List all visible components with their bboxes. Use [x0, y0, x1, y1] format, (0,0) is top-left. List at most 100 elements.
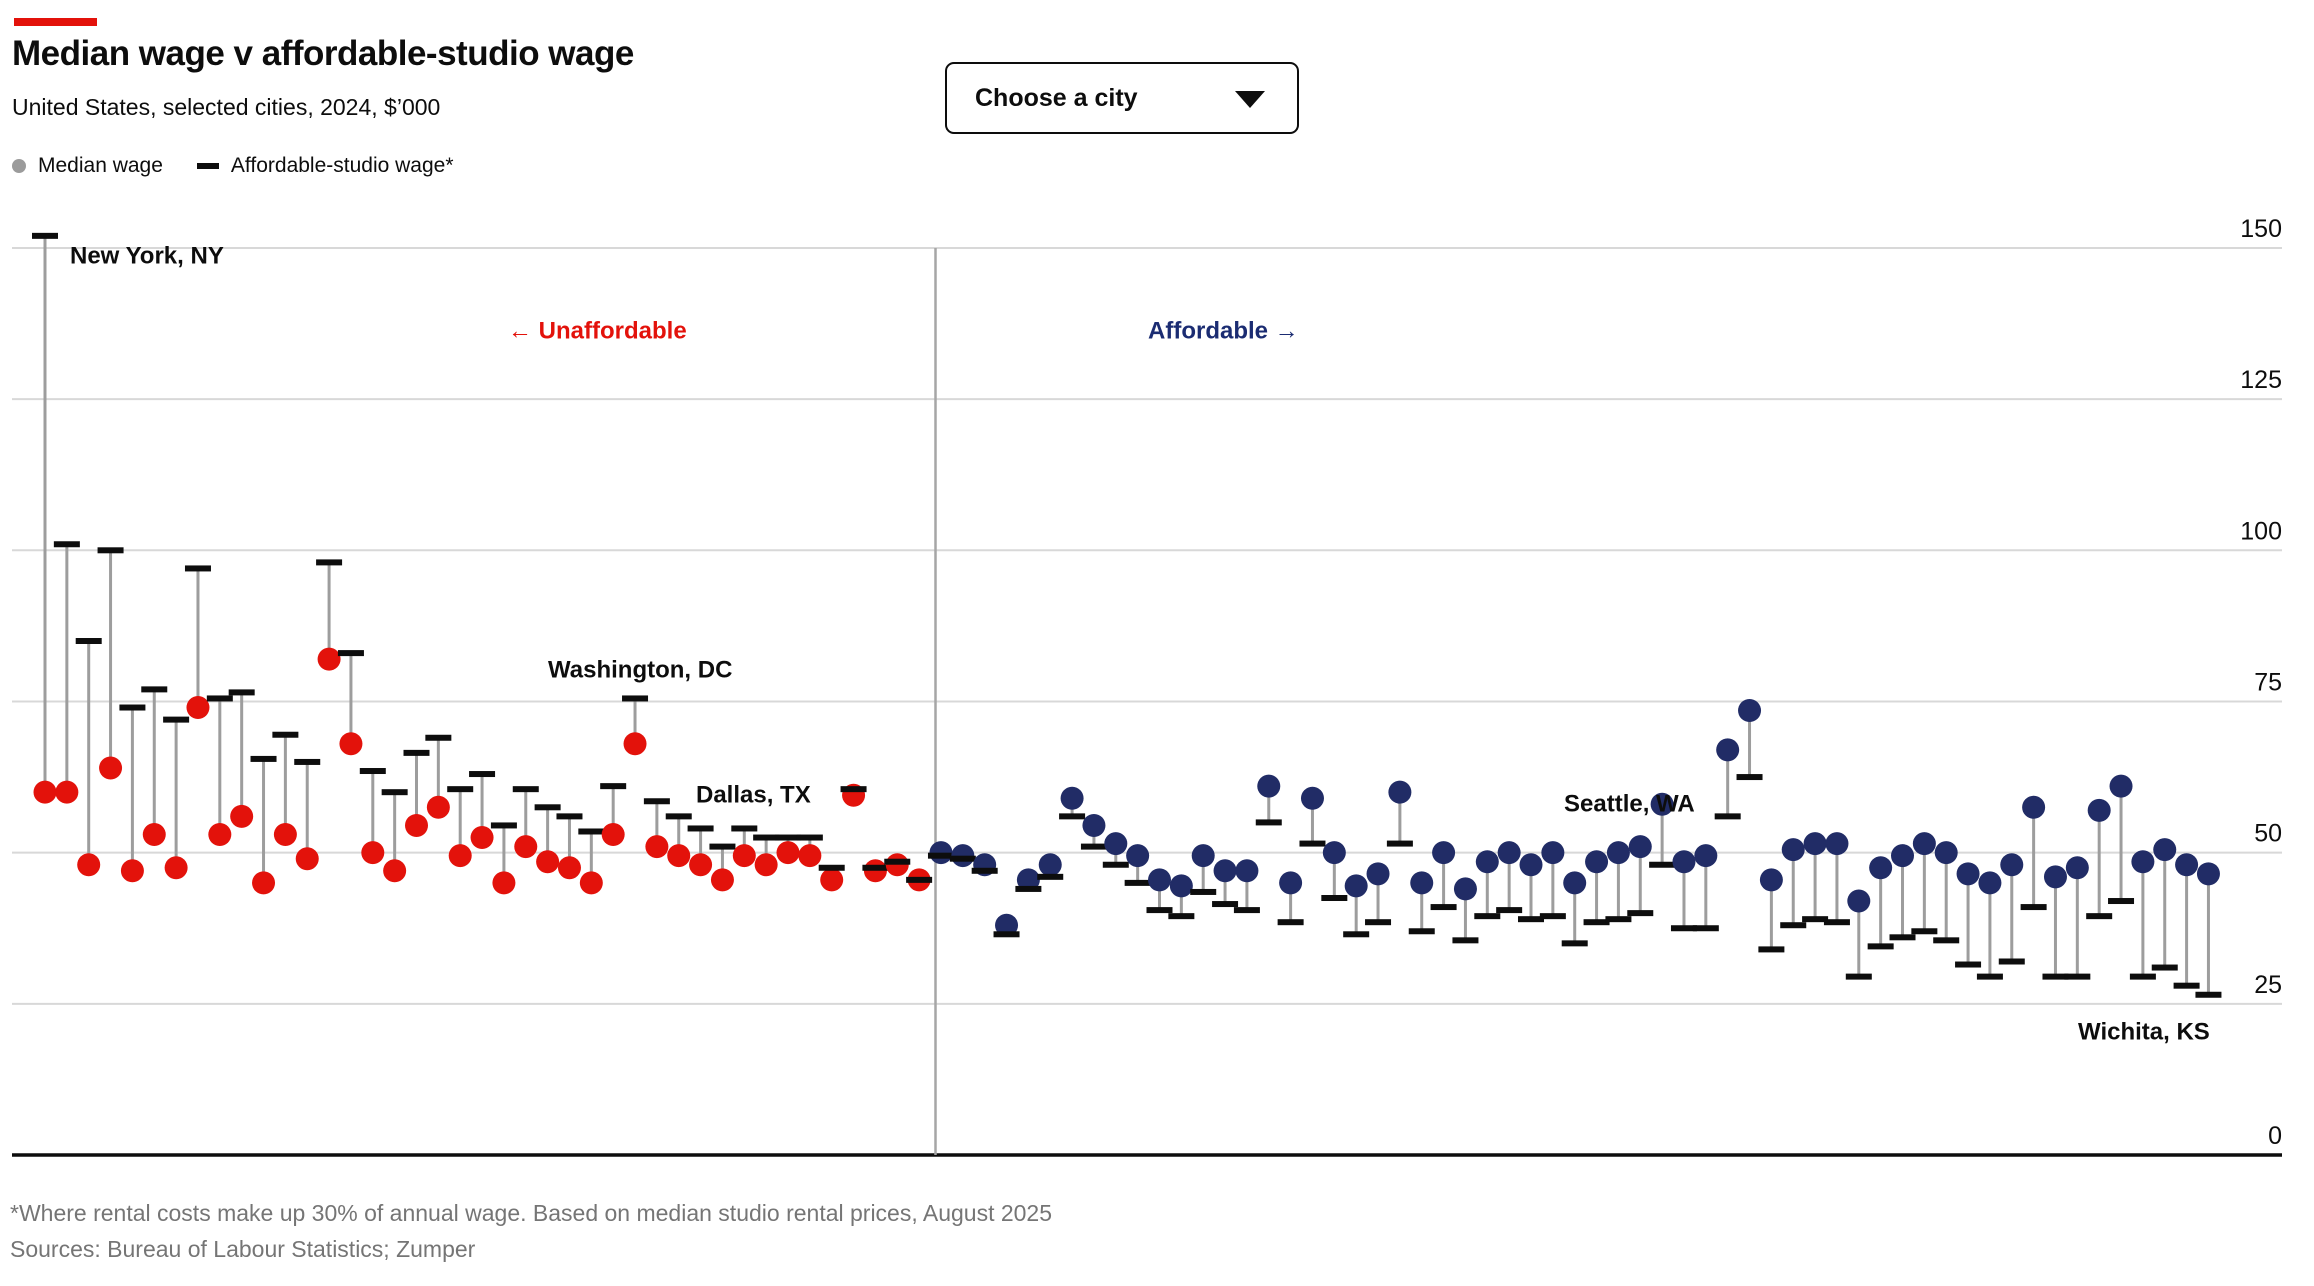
city-marker[interactable]: [1758, 868, 1785, 953]
median-wage-dot[interactable]: [1213, 859, 1237, 883]
median-wage-dot[interactable]: [1126, 844, 1150, 868]
median-wage-dot[interactable]: [1038, 853, 1062, 877]
city-marker[interactable]: [906, 868, 933, 892]
median-wage-dot[interactable]: [885, 853, 909, 877]
median-wage-dot[interactable]: [33, 780, 57, 804]
median-wage-dot[interactable]: [1519, 853, 1543, 877]
city-marker[interactable]: [949, 844, 976, 868]
city-marker[interactable]: [1627, 835, 1654, 917]
city-marker[interactable]: [1037, 853, 1064, 880]
city-marker[interactable]: [534, 804, 561, 874]
median-wage-dot[interactable]: [1016, 868, 1040, 892]
city-marker[interactable]: [403, 749, 430, 837]
median-wage-dot[interactable]: [1891, 844, 1915, 868]
city-marker[interactable]: [250, 755, 277, 895]
city-marker[interactable]: [731, 825, 758, 868]
city-marker[interactable]: [2129, 850, 2156, 980]
city-marker[interactable]: [1212, 859, 1239, 908]
city-marker[interactable]: [228, 689, 255, 828]
median-wage-dot[interactable]: [1257, 774, 1281, 798]
median-wage-dot[interactable]: [1060, 786, 1084, 810]
median-wage-dot[interactable]: [1912, 832, 1936, 856]
city-marker[interactable]: [840, 783, 867, 807]
median-wage-dot[interactable]: [208, 823, 232, 847]
city-marker[interactable]: [2042, 865, 2069, 980]
median-wage-dot[interactable]: [1847, 889, 1871, 913]
city-marker[interactable]: [2020, 795, 2047, 911]
median-wage-dot[interactable]: [1934, 841, 1958, 865]
city-marker[interactable]: [1190, 844, 1217, 895]
median-wage-dot[interactable]: [1825, 832, 1849, 856]
city-marker[interactable]: [272, 731, 299, 847]
median-wage-dot[interactable]: [1672, 850, 1696, 874]
city-marker[interactable]: [927, 841, 954, 865]
city-marker[interactable]: [2064, 856, 2091, 980]
median-wage-dot[interactable]: [929, 841, 953, 865]
city-marker[interactable]: [1146, 868, 1173, 914]
city-marker[interactable]: [337, 650, 364, 756]
city-marker[interactable]: [1583, 850, 1610, 926]
median-wage-dot[interactable]: [2000, 853, 2024, 877]
city-marker[interactable]: [1233, 859, 1260, 914]
city-marker[interactable]: [359, 768, 386, 865]
city-marker[interactable]: [1845, 889, 1872, 980]
city-marker[interactable]: [622, 695, 649, 756]
city-marker[interactable]: [2195, 862, 2222, 998]
median-wage-dot[interactable]: [2131, 850, 2155, 874]
city-marker[interactable]: [884, 853, 911, 877]
city-marker[interactable]: [141, 686, 168, 847]
median-wage-dot[interactable]: [2196, 862, 2220, 886]
median-wage-dot[interactable]: [273, 823, 297, 847]
city-marker[interactable]: [1474, 850, 1501, 920]
median-wage-dot[interactable]: [1410, 871, 1434, 895]
median-wage-dot[interactable]: [1803, 832, 1827, 856]
city-marker[interactable]: [1933, 841, 1960, 944]
median-wage-dot[interactable]: [1322, 841, 1346, 865]
city-marker[interactable]: [1452, 877, 1479, 944]
median-wage-dot[interactable]: [252, 871, 276, 895]
median-wage-dot[interactable]: [1279, 871, 1303, 895]
city-marker[interactable]: [490, 822, 517, 895]
city-marker[interactable]: [1299, 786, 1326, 847]
city-marker[interactable]: [1889, 844, 1916, 941]
median-wage-dot[interactable]: [2022, 795, 2046, 819]
city-marker[interactable]: [1955, 862, 1982, 968]
median-wage-dot[interactable]: [1475, 850, 1499, 874]
city-marker[interactable]: [447, 786, 474, 868]
median-wage-dot[interactable]: [514, 835, 538, 859]
median-wage-dot[interactable]: [448, 844, 472, 868]
city-marker[interactable]: [1780, 838, 1807, 929]
city-marker[interactable]: [1736, 699, 1763, 781]
median-wage-dot[interactable]: [405, 813, 429, 837]
city-marker[interactable]: [75, 638, 102, 877]
city-marker[interactable]: [665, 813, 692, 868]
city-marker[interactable]: [1080, 813, 1107, 850]
city-marker[interactable]: [425, 734, 452, 819]
city-marker[interactable]: [1496, 841, 1523, 914]
city-marker[interactable]: [512, 786, 539, 859]
median-wage-dot[interactable]: [470, 826, 494, 850]
city-marker[interactable]: [796, 834, 823, 868]
median-wage-dot[interactable]: [1628, 835, 1652, 859]
city-marker[interactable]: [818, 864, 845, 892]
median-wage-dot[interactable]: [120, 859, 144, 883]
city-marker[interactable]: [1605, 841, 1632, 923]
city-marker[interactable]: [184, 565, 211, 720]
median-wage-dot[interactable]: [1082, 813, 1106, 837]
city-marker[interactable]: [32, 232, 58, 804]
city-marker[interactable]: [1561, 871, 1588, 947]
city-marker[interactable]: [163, 716, 190, 880]
city-marker[interactable]: [687, 825, 714, 877]
city-marker[interactable]: [1692, 844, 1719, 932]
city-marker[interactable]: [1408, 871, 1435, 935]
city-marker[interactable]: [1670, 850, 1697, 932]
median-wage-dot[interactable]: [1956, 862, 1980, 886]
city-marker[interactable]: [1015, 868, 1042, 892]
city-marker[interactable]: [316, 559, 343, 671]
median-wage-dot[interactable]: [1869, 856, 1893, 880]
median-wage-dot[interactable]: [99, 756, 123, 780]
median-wage-dot[interactable]: [1432, 841, 1456, 865]
median-wage-dot[interactable]: [295, 847, 319, 871]
median-wage-dot[interactable]: [186, 696, 210, 720]
median-wage-dot[interactable]: [1235, 859, 1259, 883]
